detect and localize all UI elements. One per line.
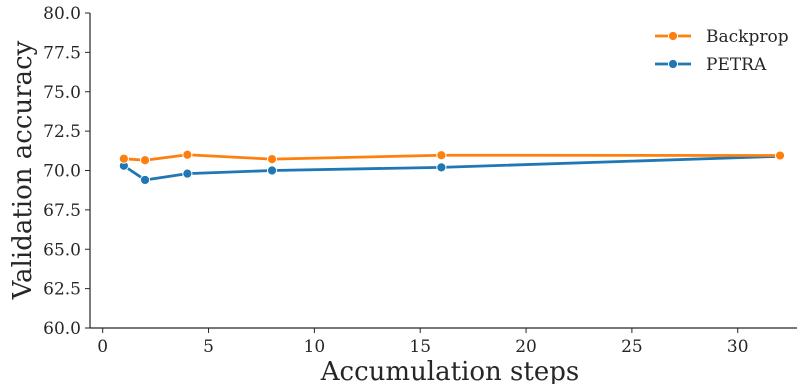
series-line-petra xyxy=(123,154,781,182)
y-tick-label: 62.5 xyxy=(43,280,81,300)
legend-marker-petra xyxy=(667,58,679,70)
y-tick-label: 80.0 xyxy=(43,4,81,24)
legend-marker-backprop xyxy=(667,30,679,42)
data-point-backprop xyxy=(139,155,151,166)
legend-label-backprop: Backprop xyxy=(706,27,789,47)
x-axis-title: Accumulation steps xyxy=(320,357,579,384)
y-tick-label: 75.0 xyxy=(43,83,81,103)
y-tick-label: 70.0 xyxy=(43,162,81,182)
y-tick-label: 72.5 xyxy=(43,122,81,142)
y-tick-label: 77.5 xyxy=(43,43,81,63)
x-tick-label: 15 xyxy=(409,337,431,357)
data-point-petra xyxy=(139,174,151,186)
x-axis-ticks: 0 5 10 15 20 25 30 xyxy=(97,328,749,357)
x-tick-label: 10 xyxy=(304,337,326,357)
data-point-backprop xyxy=(182,149,193,160)
x-tick-label: 20 xyxy=(515,337,537,357)
data-point-petra xyxy=(266,165,278,176)
data-point-petra xyxy=(182,168,193,179)
series-layer xyxy=(118,149,786,186)
data-point-backprop xyxy=(118,153,129,164)
data-point-backprop xyxy=(436,150,447,161)
y-axis-title: Validation accuracy xyxy=(8,40,38,300)
data-point-backprop xyxy=(266,154,278,165)
y-axis-ticks: 60.0 62.5 65.0 67.5 70.0 72.5 75.0 77.5 80.0 xyxy=(43,4,90,339)
data-point-petra xyxy=(436,162,447,173)
legend-item-petra: PETRA xyxy=(655,55,767,75)
x-tick-label: 0 xyxy=(97,337,108,357)
y-tick-label: 67.5 xyxy=(43,201,81,221)
legend: Backprop PETRA xyxy=(655,27,789,75)
y-tick-label: 65.0 xyxy=(43,240,81,260)
x-tick-label: 30 xyxy=(727,337,749,357)
x-tick-label: 25 xyxy=(621,337,643,357)
y-tick-label: 60.0 xyxy=(43,319,81,339)
legend-label-petra: PETRA xyxy=(706,55,767,75)
data-point-backprop xyxy=(774,150,786,161)
legend-item-backprop: Backprop xyxy=(655,27,789,47)
x-tick-label: 5 xyxy=(203,337,214,357)
